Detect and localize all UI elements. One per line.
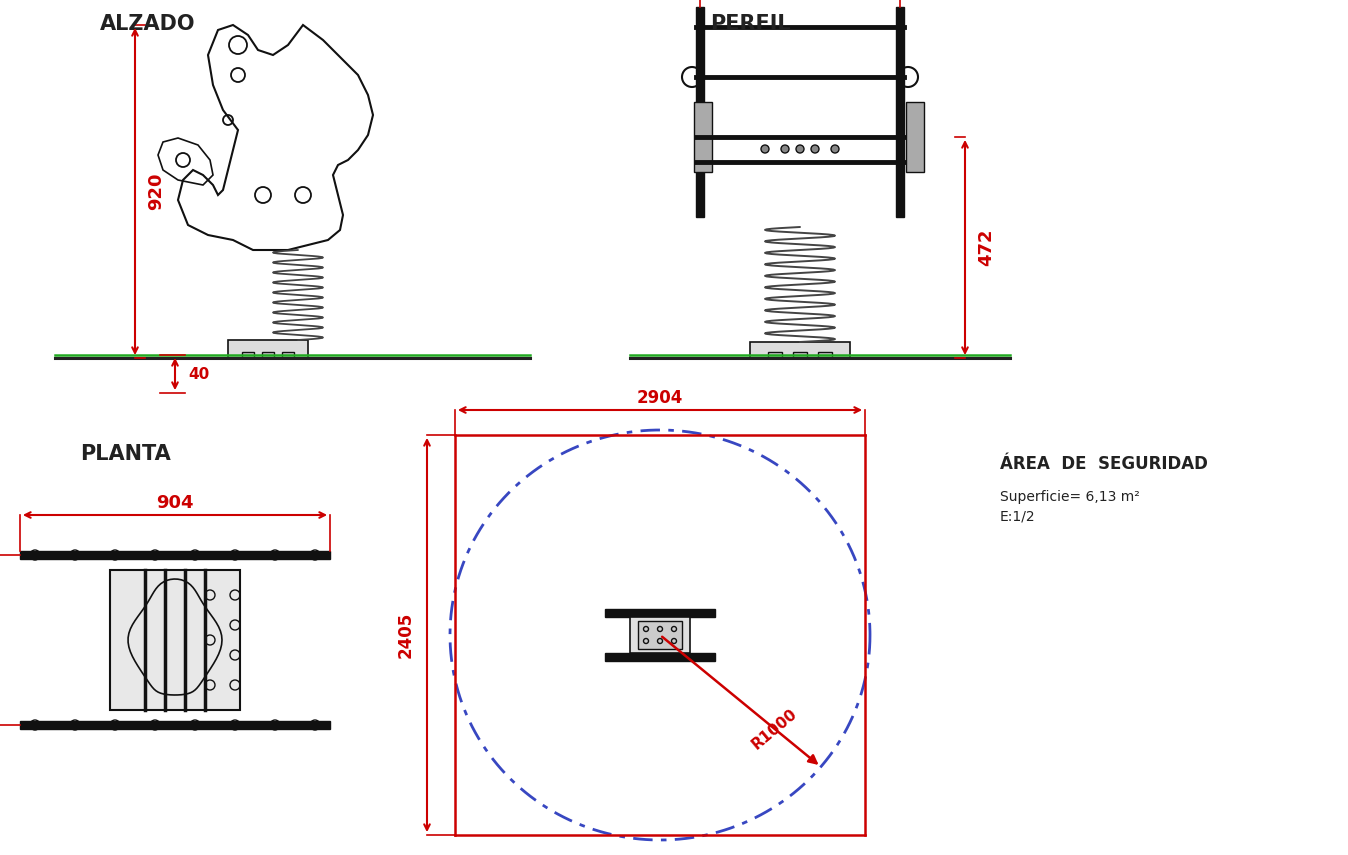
- FancyBboxPatch shape: [20, 551, 330, 559]
- FancyBboxPatch shape: [243, 352, 253, 358]
- Text: 2405: 2405: [398, 612, 415, 658]
- Text: ALZADO: ALZADO: [100, 14, 195, 34]
- FancyBboxPatch shape: [262, 352, 274, 358]
- FancyBboxPatch shape: [906, 102, 923, 172]
- Text: E:1/2: E:1/2: [1000, 510, 1035, 524]
- FancyBboxPatch shape: [768, 352, 782, 358]
- Text: ÁREA  DE  SEGURIDAD: ÁREA DE SEGURIDAD: [1000, 455, 1208, 473]
- FancyBboxPatch shape: [605, 609, 714, 617]
- FancyBboxPatch shape: [793, 352, 807, 358]
- Text: 904: 904: [156, 494, 194, 512]
- FancyBboxPatch shape: [696, 7, 704, 217]
- Text: PERFIL: PERFIL: [710, 14, 791, 34]
- FancyBboxPatch shape: [630, 617, 690, 653]
- Circle shape: [797, 145, 803, 153]
- Text: Superficie= 6,13 m²: Superficie= 6,13 m²: [1000, 490, 1140, 504]
- Text: R1000: R1000: [748, 706, 799, 752]
- Circle shape: [762, 145, 768, 153]
- FancyBboxPatch shape: [749, 342, 851, 358]
- FancyBboxPatch shape: [605, 653, 714, 661]
- Circle shape: [780, 145, 789, 153]
- FancyBboxPatch shape: [818, 352, 832, 358]
- FancyBboxPatch shape: [638, 621, 682, 649]
- FancyBboxPatch shape: [111, 570, 240, 710]
- Text: 920: 920: [147, 173, 164, 210]
- FancyBboxPatch shape: [896, 7, 905, 217]
- FancyBboxPatch shape: [20, 721, 330, 729]
- Circle shape: [811, 145, 820, 153]
- FancyBboxPatch shape: [282, 352, 294, 358]
- Circle shape: [830, 145, 838, 153]
- Text: 472: 472: [977, 229, 995, 266]
- Text: 40: 40: [187, 367, 209, 381]
- FancyBboxPatch shape: [228, 340, 307, 358]
- FancyBboxPatch shape: [694, 102, 712, 172]
- Text: 2904: 2904: [636, 389, 683, 407]
- Text: PLANTA: PLANTA: [80, 444, 171, 464]
